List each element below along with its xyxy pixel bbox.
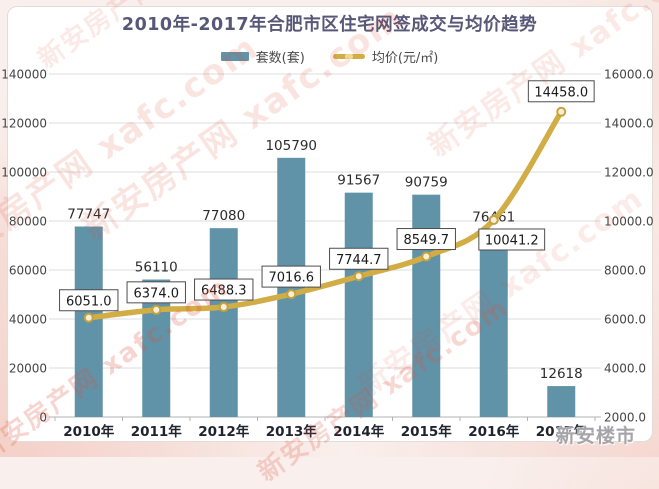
- price-value-label: 8549.7: [404, 233, 450, 248]
- bar-value-label: 105790: [265, 138, 317, 154]
- line-marker: [421, 251, 432, 262]
- right-axis-tick-label: 2000.0: [604, 411, 646, 425]
- price-label-box: [396, 228, 456, 251]
- bar-value-label: 90759: [405, 175, 448, 191]
- legend-item-price: 均价(元/㎡): [332, 47, 439, 66]
- x-axis-label: 2012年: [198, 423, 250, 440]
- bar-2016年: [479, 229, 508, 417]
- x-axis-label: 2013年: [266, 423, 318, 440]
- legend-label-price: 均价(元/㎡): [371, 51, 439, 66]
- left-axis-tick-label: 100000: [1, 166, 47, 180]
- price-label-box: [194, 278, 254, 301]
- left-axis-tick-label: 140000: [1, 68, 47, 82]
- price-label-box: [329, 247, 389, 270]
- left-axis-tick-label: 80000: [9, 215, 47, 229]
- bar-value-label: 12618: [540, 366, 583, 382]
- x-axis-label: 2010年: [63, 423, 115, 440]
- price-label-box: [126, 281, 186, 304]
- price-value-label: 7016.6: [269, 271, 315, 286]
- bar-2017年: [547, 386, 576, 417]
- price-value-label: 6374.0: [134, 286, 180, 301]
- line-marker: [286, 289, 297, 300]
- bar-2012年: [209, 228, 238, 417]
- legend-item-units: 套数(套): [220, 47, 305, 66]
- line-marker: [353, 271, 364, 282]
- bar-2015年: [412, 194, 441, 417]
- bar-value-label: 56110: [135, 260, 178, 276]
- price-label-box: [478, 228, 546, 251]
- price-label-box: [261, 265, 321, 288]
- bar-2014年: [344, 192, 373, 417]
- combo-chart: 0 20000 40000 60000 80000 100000 120000 140000 2…: [1, 68, 654, 441]
- price-value-label: 10041.2: [485, 233, 539, 248]
- right-axis-tick-label: 6000.0: [604, 313, 646, 327]
- bar-value-label: 91567: [337, 173, 380, 189]
- left-axis-tick-label: 120000: [1, 117, 47, 131]
- price-value-label: 6051.0: [66, 294, 112, 309]
- x-axis-label: 2014年: [333, 423, 385, 440]
- left-axis-tick-label: 20000: [9, 362, 47, 376]
- price-label-box: [59, 289, 119, 312]
- left-axis-tick-label: 60000: [9, 264, 47, 278]
- line-marker: [151, 304, 162, 315]
- line-swatch-dot: [344, 54, 353, 59]
- line-series-swatch-icon: [332, 54, 365, 59]
- x-axis-label: 2016年: [468, 423, 520, 440]
- bar-series-swatch-icon: [220, 52, 249, 61]
- line-marker: [488, 214, 499, 225]
- x-axis-label: 2017年: [536, 423, 588, 440]
- right-axis-tick-label: 8000.0: [604, 264, 646, 278]
- line-marker: [83, 312, 94, 323]
- price-value-label: 6488.3: [201, 284, 247, 299]
- x-axis-label: 2015年: [401, 423, 453, 440]
- right-axis-tick-label: 12000.0: [604, 166, 654, 180]
- right-axis-tick-label: 16000.0: [604, 68, 654, 82]
- bar-value-label: 77080: [202, 208, 245, 224]
- chart-card: [7, 6, 653, 442]
- left-axis-tick-label: 40000: [9, 313, 47, 327]
- legend-label-units: 套数(套): [255, 51, 305, 66]
- legend: 套数(套) 均价(元/㎡): [0, 47, 659, 66]
- chart-title: 2010年-2017年合肥市区住宅网签成交与均价趋势: [121, 15, 538, 35]
- left-axis-tick-label: 0: [39, 411, 47, 425]
- price-value-label: 14458.0: [534, 85, 588, 100]
- right-axis-tick-label: 14000.0: [604, 117, 654, 131]
- right-axis-tick-label: 4000.0: [604, 362, 646, 376]
- x-axis-label: 2011年: [131, 423, 183, 440]
- price-label-box: [527, 80, 595, 103]
- right-axis-tick-label: 10000.0: [604, 215, 654, 229]
- bar-value-label: 77747: [67, 207, 110, 223]
- price-value-label: 7744.7: [336, 253, 382, 268]
- line-marker: [556, 106, 567, 117]
- line-marker: [218, 302, 229, 313]
